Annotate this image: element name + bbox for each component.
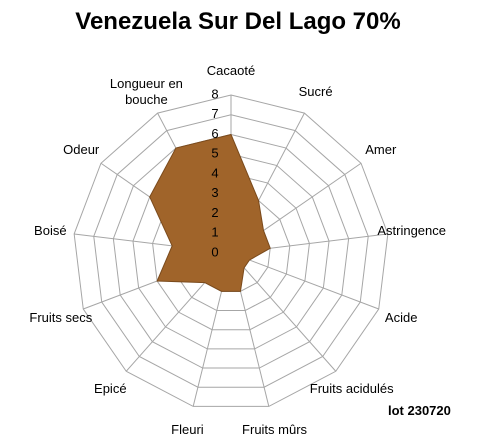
category-label: Acide — [384, 309, 418, 325]
r-tick-label: 3 — [211, 185, 218, 200]
r-tick-label: 5 — [211, 146, 218, 161]
chart-title: Venezuela Sur Del Lago 70% — [75, 8, 401, 35]
category-label: Astringence — [377, 223, 446, 239]
r-tick-label: 2 — [211, 205, 218, 220]
grid-ring — [73, 94, 389, 407]
category-label: Amer — [365, 141, 397, 157]
r-tick-label: 1 — [211, 225, 218, 240]
category-label: Fruits mûrs — [242, 421, 308, 437]
r-tick-label: 0 — [211, 244, 218, 259]
r-tick-label: 8 — [211, 86, 218, 101]
annotation: lot 230720 — [388, 403, 451, 418]
category-label: Odeur — [63, 141, 100, 157]
r-tick-label: 4 — [211, 165, 218, 180]
data-area — [149, 133, 271, 292]
grid-ring — [132, 153, 330, 350]
grid-ring — [112, 133, 350, 369]
r-tick-label: 7 — [211, 106, 218, 121]
category-label: Cacaoté — [206, 63, 256, 78]
r-tick-label: 6 — [211, 126, 218, 141]
category-label: Epicé — [94, 381, 127, 397]
category-label: Boisé — [34, 223, 67, 239]
category-label: Fleuri — [171, 421, 204, 437]
spoke — [230, 252, 337, 372]
grid-ring — [93, 114, 369, 388]
spoke — [230, 252, 379, 310]
category-label: Fruits acidulés — [309, 381, 394, 397]
category-label: Longueur en bouche — [109, 75, 183, 107]
category-label: Fruits secs — [29, 309, 93, 325]
category-label: Sucré — [298, 83, 333, 99]
